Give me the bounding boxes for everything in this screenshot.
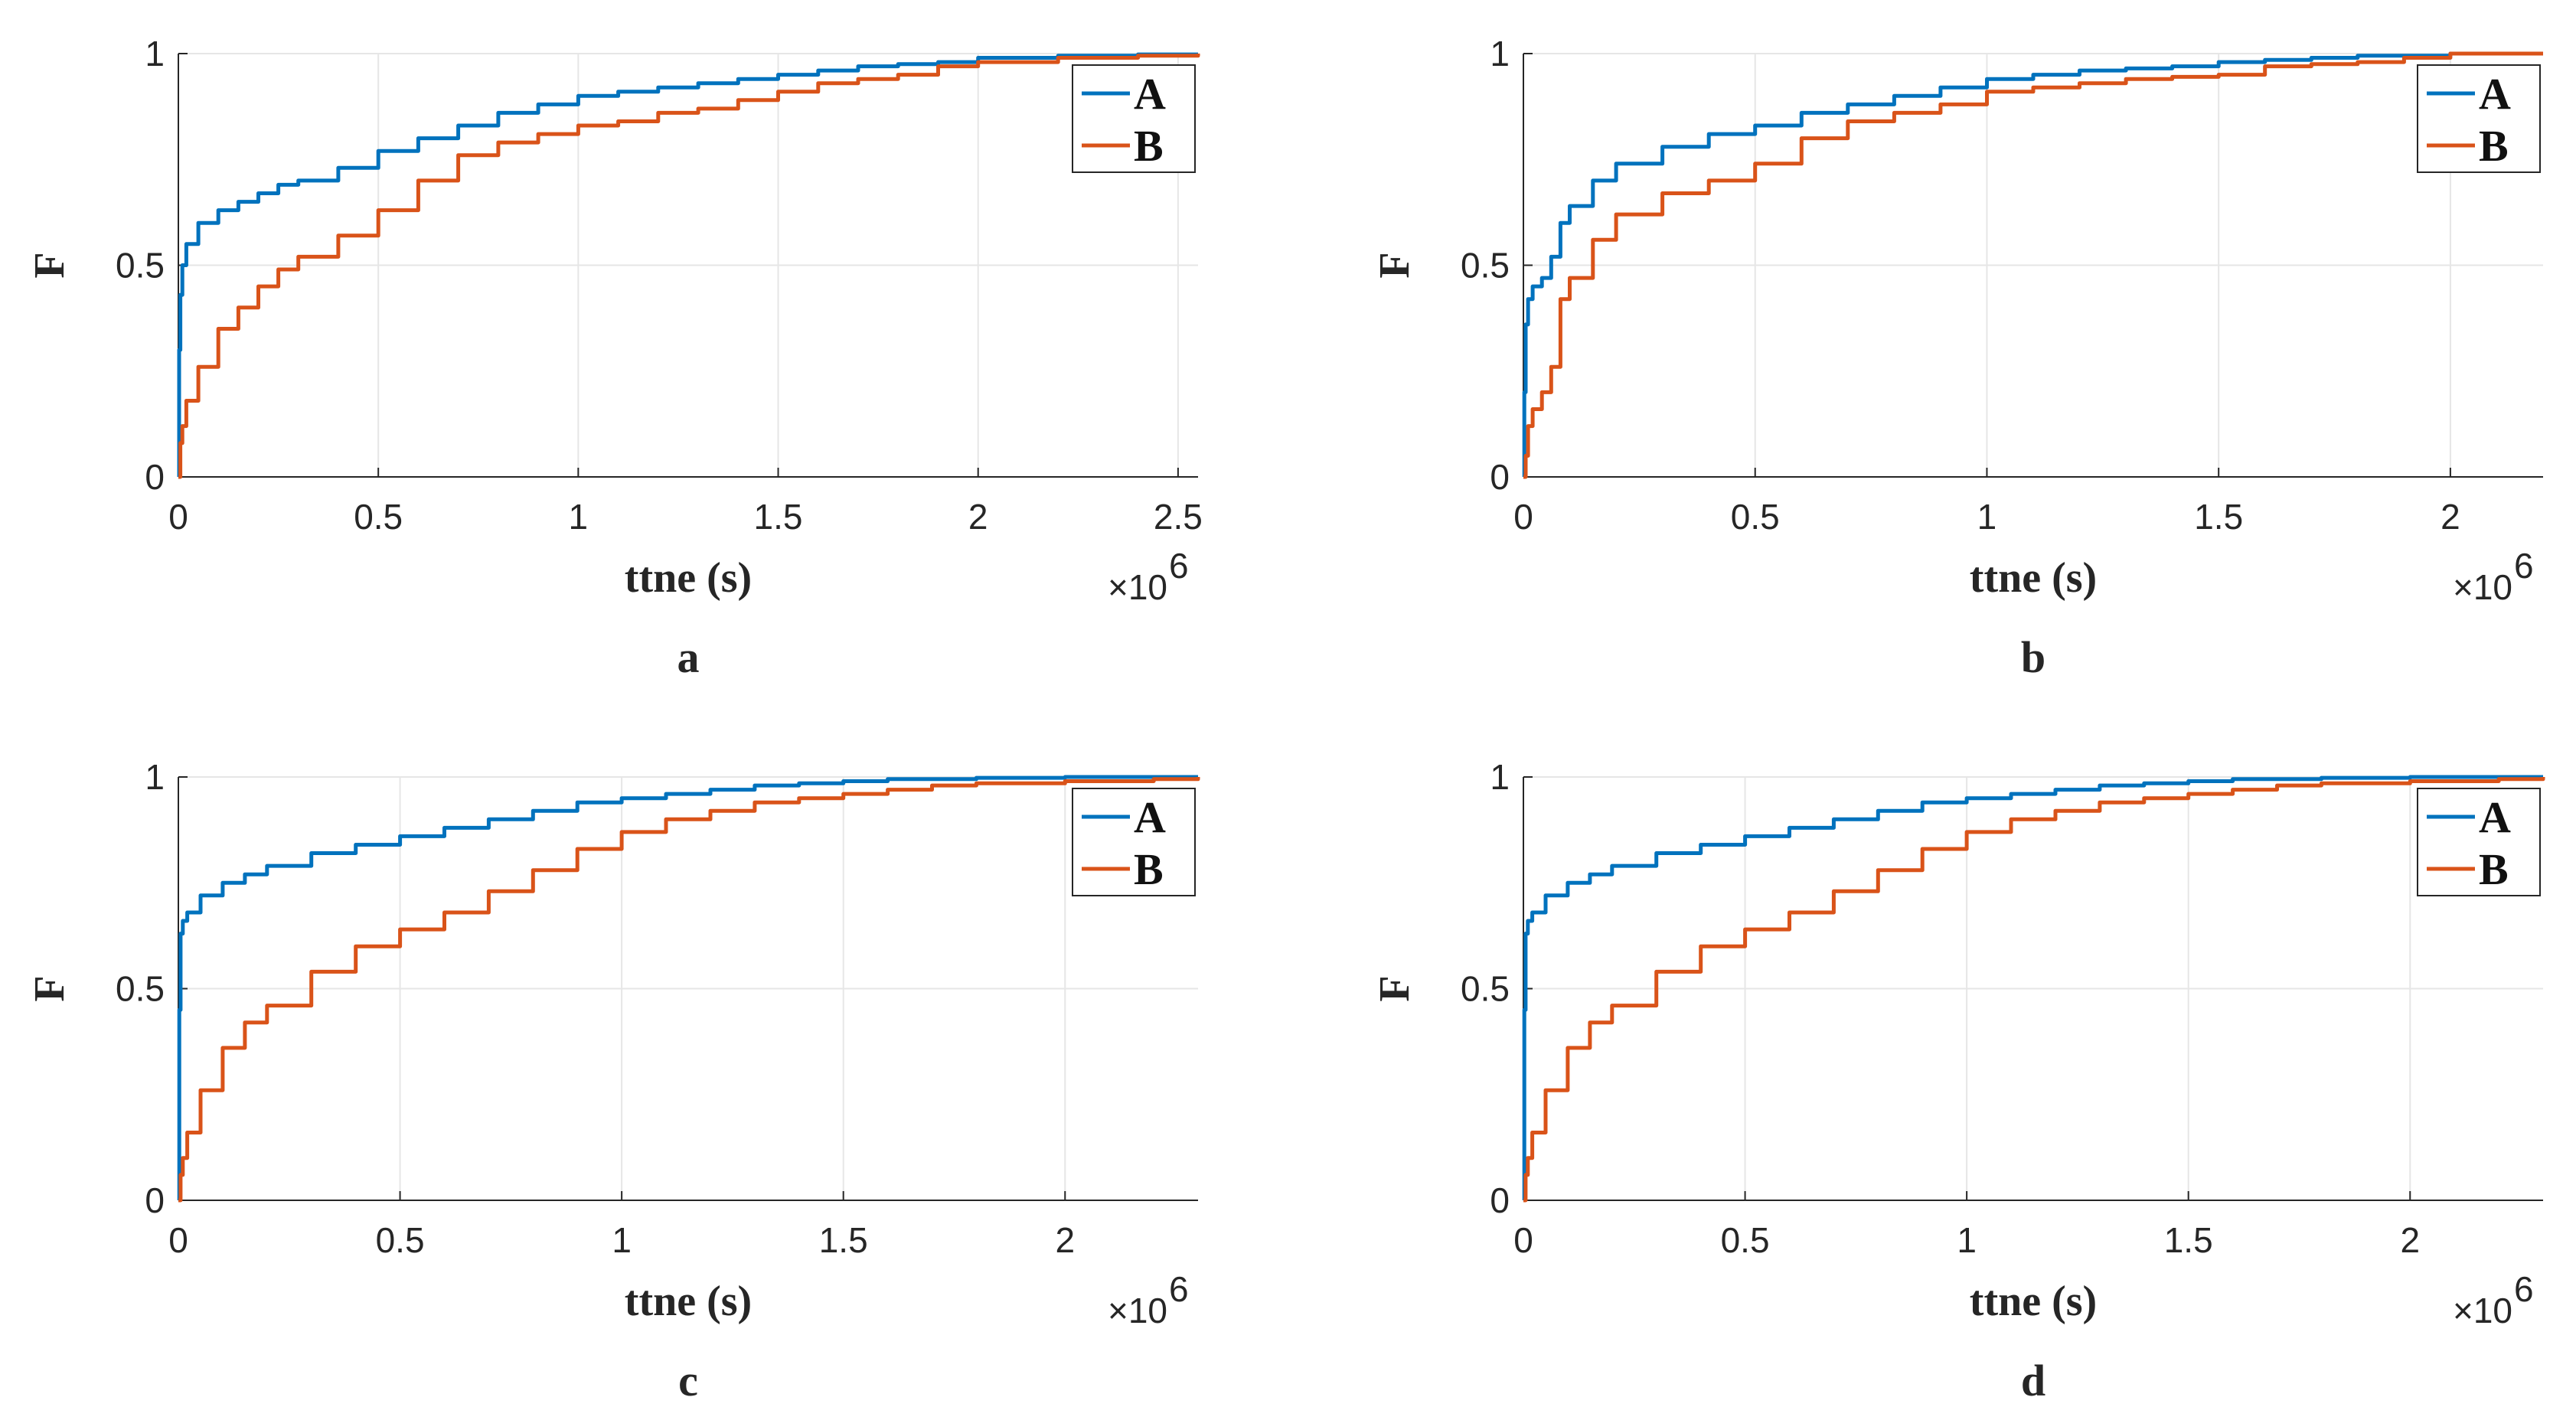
series-line-a — [177, 775, 1198, 1203]
legend-label-b: B — [1134, 844, 1164, 894]
legend-label-a: A — [1134, 792, 1166, 842]
legend: AB — [2417, 64, 2541, 173]
y-tick-label: 0.5 — [116, 246, 165, 286]
x-tick-label: 0.5 — [1731, 497, 1780, 537]
legend: AB — [1072, 64, 1196, 173]
series-line-b — [178, 54, 1200, 479]
x-tick-label: 1.5 — [2194, 497, 2243, 537]
x-tick-label: 0.5 — [376, 1220, 425, 1260]
x-tick-label: 1 — [1977, 497, 1997, 537]
y-axis-label: F — [1371, 975, 1419, 1001]
x-tick-label: 0 — [1513, 1220, 1533, 1260]
x-exponent-power: 6 — [1169, 1269, 1189, 1309]
series-line-a — [1522, 775, 2543, 1203]
y-tick-label: 0.5 — [116, 969, 165, 1009]
x-exponent-label: ×10 — [2453, 1291, 2512, 1330]
x-axis-label: ttne (s) — [625, 554, 752, 602]
panel-label: b — [2021, 632, 2045, 682]
x-tick-label: 1.5 — [2164, 1220, 2213, 1260]
y-tick-label: 1 — [145, 757, 165, 797]
chart-panel-b: 0 0.5 1 1.5 2 0 0.5 1 ttne (s) F ×106 b AB — [1371, 34, 2543, 682]
x-tick-label: 1.5 — [819, 1220, 868, 1260]
x-tick-label: 1.5 — [754, 497, 803, 537]
legend-label-b: B — [1134, 121, 1164, 171]
x-tick-label: 2 — [2400, 1220, 2420, 1260]
chart-panel-c: 0 0.5 1 1.5 2 0 0.5 1 ttne (s) F ×106 c AB — [26, 757, 1200, 1405]
series-line-a — [1522, 51, 2543, 479]
y-tick-label: 1 — [145, 34, 165, 73]
chart-panel-a: 0 0.5 1 1.5 2 2.5 0 0.5 1 ttne (s) F ×106 a AB — [26, 34, 1203, 682]
y-tick-label: 1 — [1490, 757, 1510, 797]
y-tick-label: 0 — [145, 1180, 165, 1220]
x-exponent-label: ×10 — [2453, 567, 2512, 607]
x-axis-label: ttne (s) — [1970, 1278, 2097, 1325]
panel-label: d — [2021, 1356, 2045, 1405]
y-tick-label: 0 — [1490, 457, 1510, 497]
legend: AB — [2417, 788, 2541, 896]
y-axis-label: F — [26, 975, 73, 1001]
x-tick-label: 0.5 — [1721, 1220, 1770, 1260]
x-tick-label: 2.5 — [1154, 497, 1203, 537]
series-line-b — [1523, 51, 2543, 479]
y-tick-label: 0 — [145, 457, 165, 497]
x-tick-label: 0.5 — [354, 497, 403, 537]
x-tick-label: 1 — [569, 497, 589, 537]
panel-label: a — [677, 632, 700, 682]
x-tick-label: 0 — [1513, 497, 1533, 537]
y-axis-label: F — [26, 252, 73, 278]
legend-label-a: A — [2479, 69, 2511, 119]
legend-box — [1072, 788, 1196, 896]
series-line-b — [1523, 777, 2545, 1203]
legend-box — [2417, 64, 2541, 173]
x-tick-label: 0 — [168, 497, 188, 537]
legend-label-b: B — [2479, 121, 2509, 171]
legend-label-a: A — [1134, 69, 1166, 119]
x-tick-label: 0 — [168, 1220, 188, 1260]
y-tick-label: 0.5 — [1461, 969, 1510, 1009]
x-tick-label: 2 — [1055, 1220, 1075, 1260]
legend-label-b: B — [2479, 844, 2509, 894]
y-tick-label: 0 — [1490, 1180, 1510, 1220]
y-axis-label: F — [1371, 252, 1419, 278]
x-axis-label: ttne (s) — [625, 1278, 752, 1325]
x-exponent-power: 6 — [2514, 1269, 2534, 1309]
x-exponent-power: 6 — [1169, 546, 1189, 586]
x-exponent-label: ×10 — [1108, 567, 1167, 607]
chart-panel-d: 0 0.5 1 1.5 2 0 0.5 1 ttne (s) F ×106 d AB — [1371, 757, 2545, 1405]
y-tick-label: 1 — [1490, 34, 1510, 73]
x-tick-label: 1 — [612, 1220, 632, 1260]
x-tick-label: 2 — [2441, 497, 2460, 537]
series-line-b — [178, 777, 1200, 1203]
x-exponent-label: ×10 — [1108, 1291, 1167, 1330]
x-axis-label: ttne (s) — [1970, 554, 2097, 602]
x-exponent-power: 6 — [2514, 546, 2534, 586]
legend-box — [2417, 788, 2541, 896]
x-tick-label: 2 — [968, 497, 988, 537]
panel-label: c — [678, 1356, 698, 1405]
x-tick-label: 1 — [1957, 1220, 1977, 1260]
series-line-a — [177, 52, 1200, 479]
legend-label-a: A — [2479, 792, 2511, 842]
y-tick-label: 0.5 — [1461, 246, 1510, 286]
legend-box — [1072, 64, 1196, 173]
legend: AB — [1072, 788, 1196, 896]
